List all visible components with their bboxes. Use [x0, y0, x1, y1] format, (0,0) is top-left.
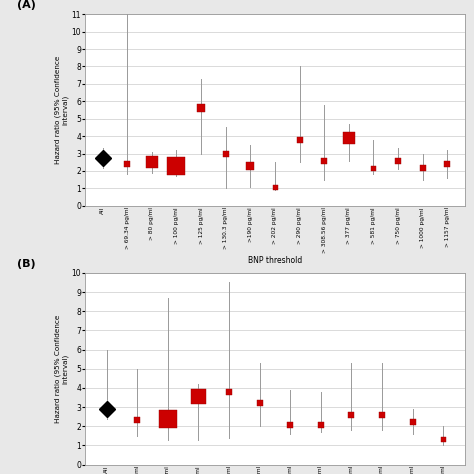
Y-axis label: Hazard ratio (95% Confidence
interval): Hazard ratio (95% Confidence interval): [54, 315, 69, 423]
X-axis label: BNP threshold: BNP threshold: [248, 256, 302, 265]
Y-axis label: Hazard ratio (95% Confidence
interval): Hazard ratio (95% Confidence interval): [54, 56, 69, 164]
Text: (B): (B): [17, 259, 36, 269]
Text: (A): (A): [17, 0, 36, 10]
